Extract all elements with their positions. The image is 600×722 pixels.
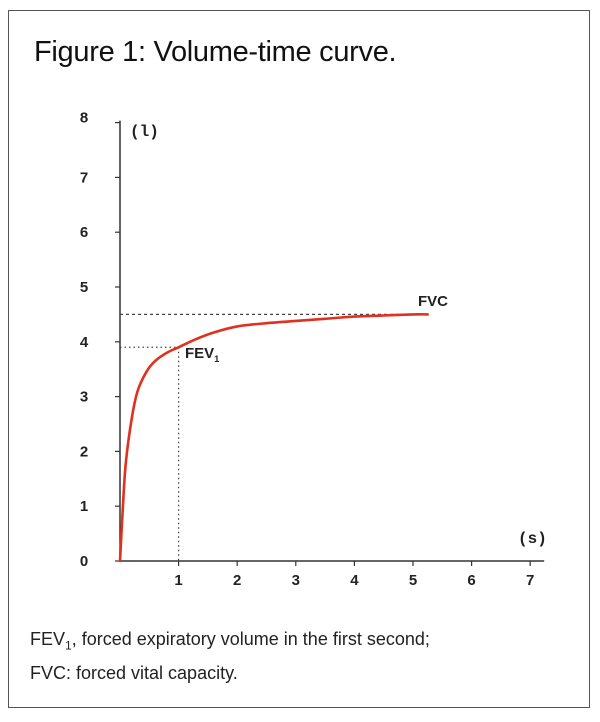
- x-tick-label: 1: [174, 572, 182, 589]
- y-tick-label: 2: [80, 443, 88, 460]
- figure-frame: [8, 10, 590, 708]
- fvc-annotation: FVC: [418, 293, 448, 310]
- x-tick-label: 5: [409, 572, 417, 589]
- series: [118, 313, 429, 563]
- x-tick-label: 2: [233, 572, 241, 589]
- y-tick-label: 3: [80, 389, 88, 406]
- figure-title: Figure 1: Volume-time curve.: [34, 36, 397, 68]
- y-tick-label: 0: [80, 553, 88, 570]
- x-tick-label: 3: [292, 572, 300, 589]
- y-axis-label: (l): [130, 123, 159, 141]
- guide-lines: [120, 313, 428, 561]
- y-tick-label: 7: [80, 169, 88, 186]
- y-tick-label: 4: [80, 334, 89, 351]
- axes: [115, 120, 545, 566]
- x-tick-label: 7: [526, 572, 534, 589]
- caption-line-2: FVC: forced vital capacity.: [30, 663, 238, 683]
- tick-labels: 0 1 2 3 4 5 6 7 8 1 2 3 4 5 6 7: [80, 110, 535, 589]
- x-axis-label: (s): [518, 530, 547, 548]
- y-tick-label: 5: [80, 279, 88, 296]
- fev1-annotation: FEV1: [185, 345, 219, 364]
- y-tick-label: 8: [80, 110, 88, 127]
- y-tick-label: 6: [80, 224, 88, 241]
- y-tick-label: 1: [80, 498, 88, 515]
- volume-time-curve: [118, 313, 429, 563]
- x-tick-label: 4: [350, 572, 359, 589]
- caption-line-1: FEV1, forced expiratory volume in the fi…: [30, 629, 430, 653]
- x-tick-label: 6: [467, 572, 475, 589]
